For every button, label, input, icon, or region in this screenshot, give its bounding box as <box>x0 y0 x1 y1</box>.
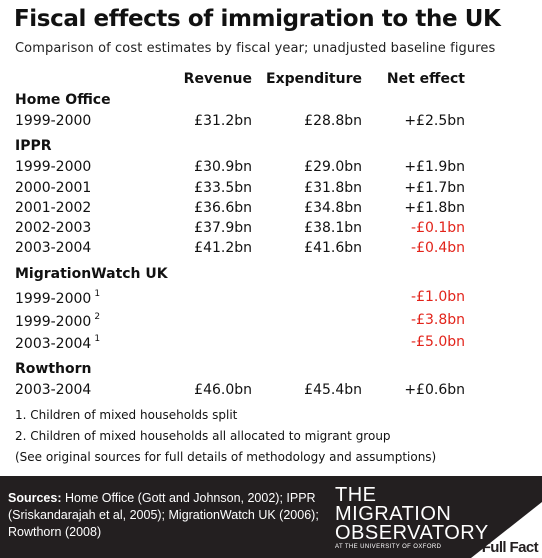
table-row: 1999-2000 £30.9bn £29.0bn +£1.9bn <box>0 159 542 181</box>
row-expenditure: £29.0bn <box>304 159 362 175</box>
row-year: 2003-2004 <box>15 240 92 256</box>
page-subtitle: Comparison of cost estimates by fiscal y… <box>15 41 496 56</box>
footnote-methodology: (See original sources for full details o… <box>15 450 437 464</box>
column-header-net-effect: Net effect <box>386 71 465 87</box>
table-row: 2001-2002 £36.6bn £34.8bn +£1.8bn <box>0 200 542 222</box>
migration-observatory-logo: THE MIGRATION OBSERVATORY AT THE UNIVERS… <box>335 484 489 550</box>
sources-list: Home Office (Gott and Johnson, 2002); IP… <box>8 491 319 539</box>
row-expenditure: £38.1bn <box>304 220 362 236</box>
column-header-expenditure: Expenditure <box>266 71 362 87</box>
table-row: 1999-2000 2 -£3.8bn <box>0 312 542 334</box>
row-net-effect: -£5.0bn <box>411 334 465 350</box>
row-net-effect: -£1.0bn <box>411 289 465 305</box>
row-expenditure: £34.8bn <box>304 200 362 216</box>
row-year: 2000-2001 <box>15 180 92 196</box>
row-revenue: £30.9bn <box>194 159 252 175</box>
row-revenue: £31.2bn <box>194 113 252 129</box>
row-expenditure: £31.8bn <box>304 180 362 196</box>
row-net-effect: +£1.8bn <box>404 200 465 216</box>
full-fact-wordmark: Full Fact <box>481 539 539 556</box>
group-heading-rowthorn: Rowthorn <box>15 361 92 377</box>
full-fact-triangle-icon <box>471 502 542 558</box>
footnote-marker: 1 <box>94 289 101 299</box>
row-net-effect: -£0.4bn <box>411 240 465 256</box>
row-net-effect: +£1.7bn <box>404 180 465 196</box>
row-revenue: £37.9bn <box>194 220 252 236</box>
row-year: 1999-2000 2 <box>15 312 101 330</box>
row-net-effect: +£2.5bn <box>404 113 465 129</box>
row-net-effect: +£0.6bn <box>404 382 465 398</box>
sources-label: Sources: <box>8 491 62 505</box>
row-net-effect: -£0.1bn <box>411 220 465 236</box>
row-revenue: £41.2bn <box>194 240 252 256</box>
footnote-2: 2. Children of mixed households all allo… <box>15 429 391 443</box>
footnote-1: 1. Children of mixed households split <box>15 408 238 422</box>
row-year: 2001-2002 <box>15 200 92 216</box>
footer-bar: Sources: Home Office (Gott and Johnson, … <box>0 476 542 558</box>
table-row: 1999-2000 1 -£1.0bn <box>0 289 542 311</box>
table-row: 2002-2003 £37.9bn £38.1bn -£0.1bn <box>0 220 542 242</box>
table-row: 2003-2004 1 -£5.0bn <box>0 334 542 356</box>
row-revenue: £46.0bn <box>194 382 252 398</box>
sources-text: Sources: Home Office (Gott and Johnson, … <box>8 490 338 541</box>
table-row: 2003-2004 £46.0bn £45.4bn +£0.6bn <box>0 382 542 404</box>
row-year: 1999-2000 <box>15 159 92 175</box>
table-row: 2000-2001 £33.5bn £31.8bn +£1.7bn <box>0 180 542 202</box>
row-expenditure: £28.8bn <box>304 113 362 129</box>
full-fact-logo: Full Fact <box>465 502 542 558</box>
table-row: 2003-2004 £41.2bn £41.6bn -£0.4bn <box>0 240 542 262</box>
table-row: 1999-2000 £31.2bn £28.8bn +£2.5bn <box>0 113 542 135</box>
column-header-revenue: Revenue <box>183 71 252 87</box>
group-heading-ippr: IPPR <box>15 138 52 154</box>
row-net-effect: -£3.8bn <box>411 312 465 328</box>
row-year: 2003-2004 <box>15 382 92 398</box>
row-revenue: £36.6bn <box>194 200 252 216</box>
row-expenditure: £45.4bn <box>304 382 362 398</box>
row-year: 1999-2000 1 <box>15 289 101 307</box>
group-heading-home-office: Home Office <box>15 92 111 108</box>
row-year: 1999-2000 <box>15 113 92 129</box>
row-net-effect: +£1.9bn <box>404 159 465 175</box>
row-year: 2002-2003 <box>15 220 92 236</box>
row-year: 2003-2004 1 <box>15 334 101 352</box>
row-revenue: £33.5bn <box>194 180 252 196</box>
footnote-marker: 1 <box>94 334 101 344</box>
row-expenditure: £41.6bn <box>304 240 362 256</box>
page-title: Fiscal effects of immigration to the UK <box>14 6 501 32</box>
group-heading-migrationwatch-uk: MigrationWatch UK <box>15 266 168 282</box>
footnote-marker: 2 <box>94 312 101 322</box>
